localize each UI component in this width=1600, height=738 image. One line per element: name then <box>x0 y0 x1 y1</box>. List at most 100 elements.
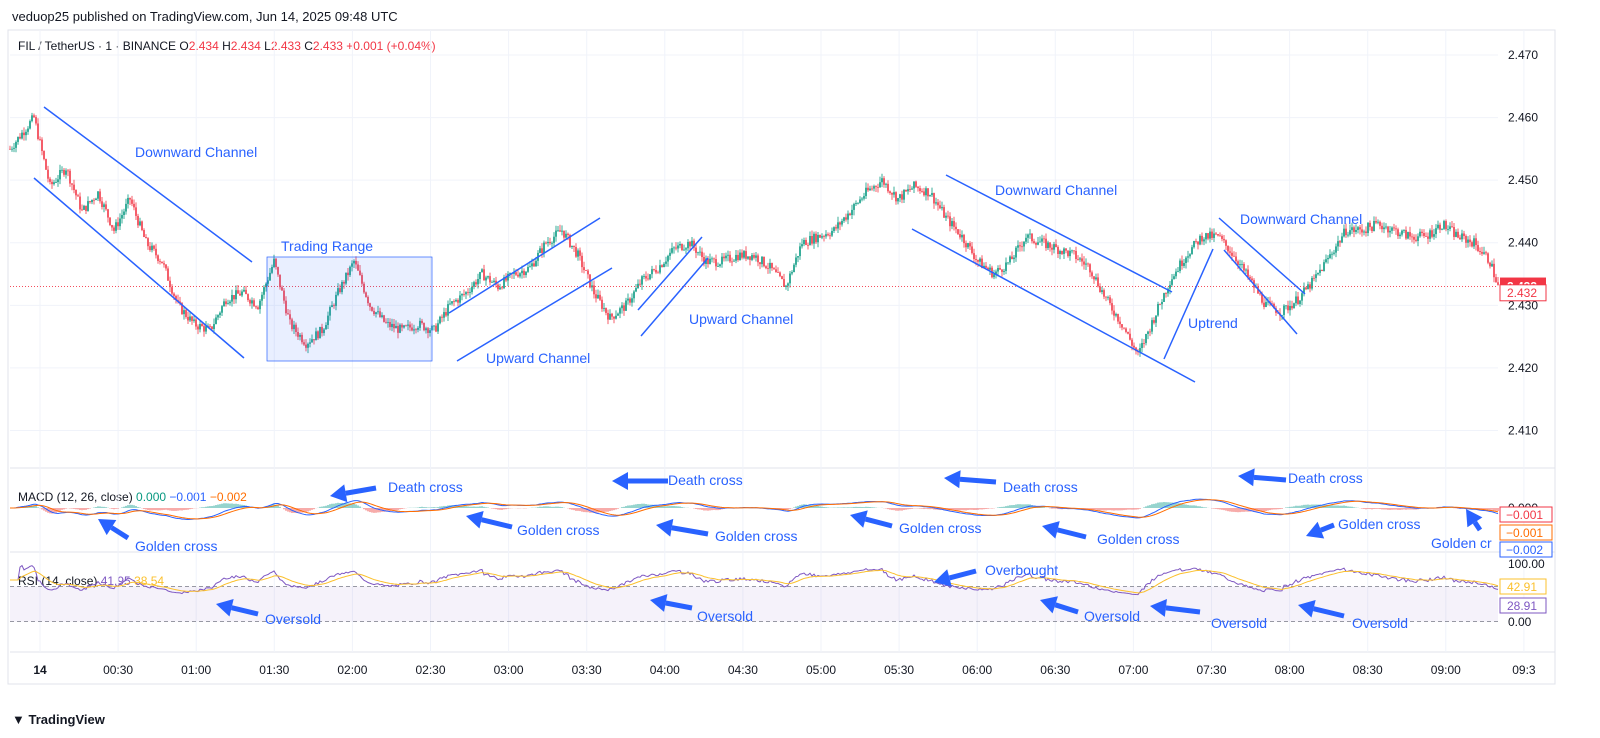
candle-body <box>857 202 859 204</box>
candle-body <box>1203 239 1205 242</box>
candle-body <box>1061 251 1063 254</box>
candle-body <box>1143 343 1145 344</box>
candle-body <box>57 179 59 183</box>
candle-body <box>1199 235 1201 245</box>
candle-body <box>1205 233 1207 240</box>
candle-body <box>913 181 915 189</box>
candle-body <box>687 241 689 249</box>
rsi-annotation-label: Oversold <box>1084 608 1140 624</box>
candle-body <box>909 189 911 191</box>
candle-body <box>449 303 451 305</box>
candle-body <box>467 292 469 293</box>
candle-body <box>825 234 827 237</box>
candle-body <box>599 294 601 300</box>
candle-body <box>783 279 785 287</box>
candle-body <box>137 215 139 226</box>
candle-body <box>1031 233 1033 242</box>
candle-body <box>507 273 509 281</box>
candle-body <box>91 199 93 203</box>
candle-body <box>583 267 585 271</box>
candle-body <box>111 225 113 228</box>
candle-body <box>1021 246 1023 248</box>
candle-body <box>771 262 773 269</box>
candle-body <box>915 181 917 187</box>
macd-arrow <box>1466 509 1483 528</box>
candle-body <box>985 265 987 268</box>
candle-body <box>805 239 807 246</box>
candle-body <box>1043 238 1045 240</box>
candle-body <box>1039 241 1041 243</box>
candle-body <box>1217 234 1219 236</box>
macd-arrow-shaft <box>110 525 130 541</box>
time-tick-label: 03:00 <box>494 663 524 677</box>
candle-body <box>459 295 461 303</box>
candle-body <box>69 170 71 184</box>
candle-body <box>521 270 523 274</box>
time-tick-label: 01:00 <box>181 663 211 677</box>
candle-body <box>945 215 947 218</box>
candle-body <box>1045 238 1047 249</box>
candle-body <box>1215 233 1217 235</box>
macd-label[interactable]: MACD (12, 26, close) <box>18 490 133 504</box>
candle-body <box>1009 256 1011 263</box>
candle-body <box>1357 227 1359 230</box>
low-value: 2.433 <box>270 39 301 53</box>
candle-body <box>1495 277 1497 283</box>
candle-body <box>1453 227 1455 237</box>
trend-line <box>1218 217 1306 295</box>
candle-body <box>847 213 849 220</box>
candle-body <box>587 270 589 275</box>
rsi-badge-label: 42.91 <box>1507 580 1537 594</box>
candle-body <box>261 294 263 301</box>
candle-body <box>47 169 49 179</box>
candle-body <box>309 342 311 344</box>
candle-body <box>109 217 111 226</box>
candle-body <box>1353 227 1355 232</box>
candle-body <box>1171 279 1173 285</box>
candle-body <box>307 343 309 348</box>
candle-body <box>1457 231 1459 238</box>
candle-body <box>185 310 187 317</box>
symbol-label[interactable]: FIL / TetherUS · 1 · BINANCE <box>18 39 177 53</box>
candle-body <box>831 230 833 236</box>
candle-body <box>565 233 567 238</box>
candle-body <box>827 234 829 236</box>
candle-body <box>643 276 645 277</box>
candle-body <box>427 328 429 333</box>
rsi-label[interactable]: RSI (14, close) <box>18 574 98 588</box>
candle-body <box>391 323 393 328</box>
candle-body <box>623 305 625 311</box>
candle-body <box>113 227 115 231</box>
candle-body <box>71 183 73 185</box>
candle-body <box>193 319 195 321</box>
candle-body <box>167 268 169 281</box>
candle-body <box>737 254 739 261</box>
candle-body <box>319 326 321 339</box>
candle-body <box>1445 221 1447 230</box>
candle-body <box>367 296 369 304</box>
candle-body <box>1187 256 1189 258</box>
candle-body <box>703 257 705 265</box>
rsi-arrow-shaft <box>230 605 259 617</box>
candle-body <box>405 325 407 327</box>
candle-body <box>37 123 39 140</box>
candle-body <box>1111 303 1113 311</box>
macd-annotation-label: Golden cross <box>715 528 797 544</box>
candle-body <box>639 283 641 285</box>
candle-body <box>1337 241 1339 247</box>
candle-body <box>15 141 17 148</box>
candle-body <box>803 239 805 245</box>
candle-body <box>517 274 519 277</box>
candle-body <box>1361 229 1363 233</box>
candle-body <box>263 287 265 295</box>
candle-body <box>1425 236 1427 237</box>
candle-body <box>819 234 821 238</box>
macd-value-signal: −0.002 <box>209 490 247 504</box>
candle-body <box>397 325 399 333</box>
trend-line <box>43 106 253 263</box>
candle-body <box>789 273 791 284</box>
candle-body <box>1283 305 1285 315</box>
candle-body <box>815 233 817 243</box>
candle-body <box>861 198 863 200</box>
